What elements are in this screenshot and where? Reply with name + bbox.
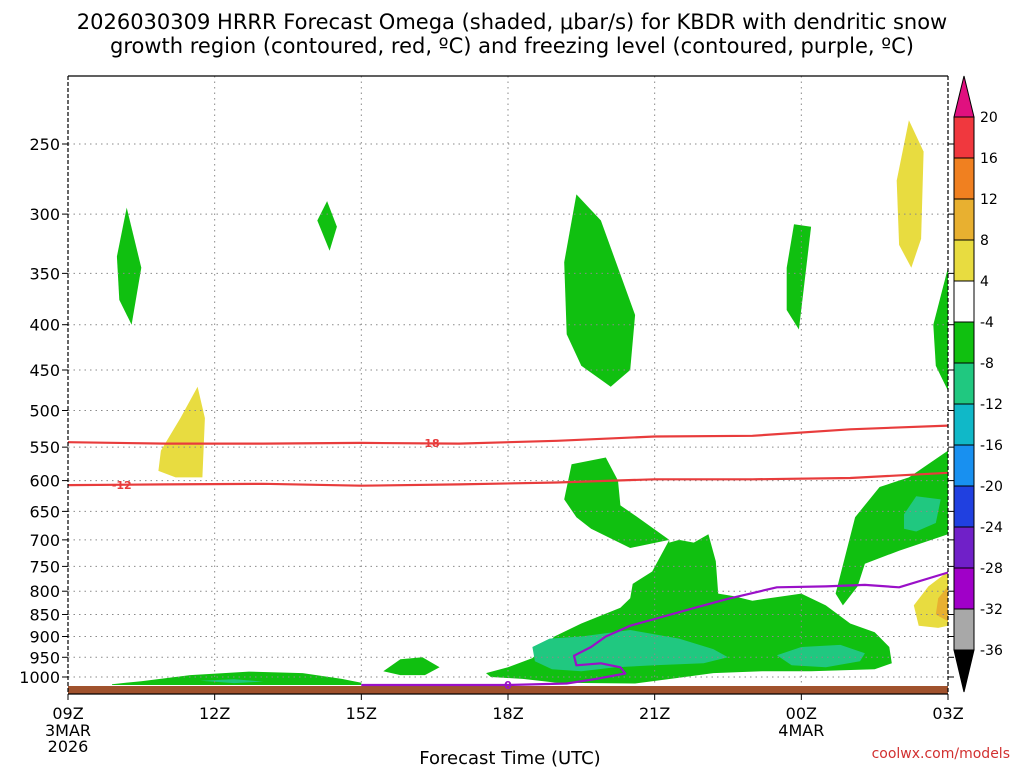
omega-region-13: [564, 457, 670, 548]
y-tick-label-3: 400: [29, 316, 60, 335]
contour-line--12C: [67, 471, 949, 487]
y-tick-label-13: 900: [29, 627, 60, 646]
y-axis-ticks: 250 300 350 400 450 500 550 600 650 700 750 800 850 9…: [19, 135, 954, 687]
contour-line--18C: [67, 424, 949, 445]
credit-text: coolwx.com/models: [872, 746, 1010, 762]
y-tick-label-2: 350: [29, 264, 60, 283]
colorbar-label-11: -28: [980, 561, 1003, 577]
y-tick-label-12: 850: [29, 606, 60, 625]
omega-region-6: [158, 386, 205, 478]
ground-layer: [68, 686, 948, 694]
colorbar-segment-1: [953, 157, 975, 200]
colorbar-segment-4: [953, 280, 975, 323]
omega-region-5: [933, 267, 948, 391]
x-tick-sublabel-0-1: 2026: [48, 737, 89, 756]
y-tick-label-5: 500: [29, 402, 60, 421]
x-axis-label: Forecast Time (UTC): [419, 748, 600, 768]
omega-region-11: [383, 657, 440, 676]
colorbar-top-triangle: [953, 75, 975, 118]
colorbar-bottom-triangle: [953, 649, 975, 693]
x-tick-label-0: 09Z: [52, 704, 83, 723]
omega-region-17: [776, 644, 865, 668]
y-tick-label-10: 750: [29, 557, 60, 576]
y-tick-label-0: 250: [29, 135, 60, 154]
colorbar-label-7: -12: [980, 397, 1003, 413]
omega-region-1: [317, 201, 337, 251]
chart-title-line-2: growth region (contoured, red, ºC) and f…: [110, 34, 914, 58]
colorbar-segment-6: [953, 362, 975, 405]
x-tick-label-2: 15Z: [346, 704, 377, 723]
colorbar-segment-0: [953, 116, 975, 159]
omega-region-4: [896, 120, 924, 268]
ground-strip: [68, 686, 948, 694]
y-tick-label-1: 300: [29, 205, 60, 224]
y-tick-label-15: 1000: [19, 668, 60, 687]
omega-region-3: [786, 224, 812, 330]
x-tick-label-1: 12Z: [199, 704, 230, 723]
omega-region-10: [200, 679, 264, 684]
omega-region-9: [112, 671, 362, 685]
omega-region-14: [835, 450, 948, 606]
colorbar-segment-3: [953, 239, 975, 282]
omega-region-15: [904, 496, 941, 532]
contour-label-freezing-level: 0: [504, 679, 512, 692]
colorbar-segment-2: [953, 198, 975, 241]
colorbar-segment-11: [953, 567, 975, 610]
colorbar-label-5: -4: [980, 315, 994, 331]
colorbar-label-1: 16: [980, 151, 998, 167]
colorbar-label-9: -20: [980, 479, 1003, 495]
x-tick-label-4: 21Z: [639, 704, 670, 723]
colorbar-label-10: -24: [980, 520, 1003, 536]
colorbar-segment-7: [953, 403, 975, 446]
y-tick-label-6: 550: [29, 438, 60, 457]
omega-region-0: [116, 207, 142, 325]
chart-title-line-1: 2026030309 HRRR Forecast Omega (shaded, …: [77, 10, 947, 34]
x-tick-label-6: 03Z: [932, 704, 963, 723]
colorbar-segment-9: [953, 485, 975, 528]
omega-region-16: [532, 630, 728, 672]
colorbar-label-12: -32: [980, 602, 1003, 618]
colorbar-segment-12: [953, 608, 975, 651]
x-tick-label-3: 18Z: [492, 704, 523, 723]
omega-region-2: [564, 194, 636, 387]
colorbar-label-4: 4: [980, 274, 989, 290]
colorbar-label-8: -16: [980, 438, 1003, 454]
colorbar-segment-5: [953, 321, 975, 364]
y-tick-label-11: 800: [29, 582, 60, 601]
colorbar-label-13: -36: [980, 643, 1003, 659]
colorbar-label-6: -8: [980, 356, 994, 372]
contour-line-freezing-level: [361, 571, 949, 687]
y-tick-label-8: 650: [29, 502, 60, 521]
colorbar-label-3: 8: [980, 233, 989, 249]
y-tick-label-4: 450: [29, 361, 60, 380]
contour-label--18C: -18: [420, 437, 440, 450]
y-tick-label-14: 950: [29, 648, 60, 667]
omega-shaded-regions: [112, 120, 948, 685]
colorbar-segment-8: [953, 444, 975, 487]
x-tick-label-5: 00Z: [786, 704, 817, 723]
colorbar: 20 16 12 8 4 -4 -8 -12 -16 -20 -24 -28 -32 -36: [953, 75, 1003, 693]
colorbar-label-2: 12: [980, 192, 998, 208]
colorbar-segment-10: [953, 526, 975, 569]
contour-label--12C: -12: [112, 479, 132, 492]
colorbar-label-0: 20: [980, 110, 998, 126]
y-tick-label-7: 600: [29, 472, 60, 491]
x-tick-sublabel-0-0: 3MAR: [45, 721, 91, 740]
omega-region-8: [935, 586, 948, 622]
x-tick-sublabel-5-0: 4MAR: [778, 721, 824, 740]
grid-lines: [68, 76, 948, 694]
temperature-contours: -18 -12 0: [67, 424, 949, 692]
y-tick-label-9: 700: [29, 531, 60, 550]
